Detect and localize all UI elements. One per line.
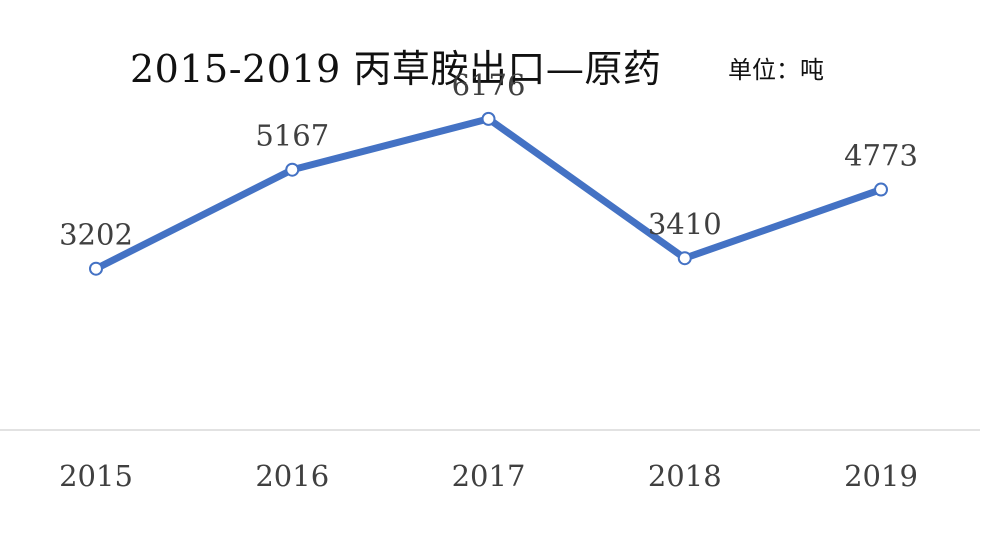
data-label: 4773 <box>844 139 918 173</box>
data-label: 3410 <box>648 207 722 241</box>
data-point <box>89 261 103 276</box>
data-label: 6176 <box>452 68 526 102</box>
data-point <box>677 251 692 266</box>
x-tick-label: 2017 <box>452 459 526 493</box>
x-tick-label: 2019 <box>844 459 918 493</box>
unit-label: 单位：吨 <box>728 56 824 84</box>
x-tick-label: 2016 <box>255 459 329 493</box>
series-line <box>92 115 885 273</box>
x-tick-label: 2015 <box>59 459 133 493</box>
data-point <box>481 111 496 126</box>
data-label: 3202 <box>59 218 133 252</box>
data-label: 5167 <box>255 119 329 153</box>
x-tick-label: 2018 <box>648 459 722 493</box>
data-point <box>285 162 300 177</box>
chart-title: 2015-2019 丙草胺出口—原药 <box>130 47 662 91</box>
data-point <box>874 182 888 197</box>
